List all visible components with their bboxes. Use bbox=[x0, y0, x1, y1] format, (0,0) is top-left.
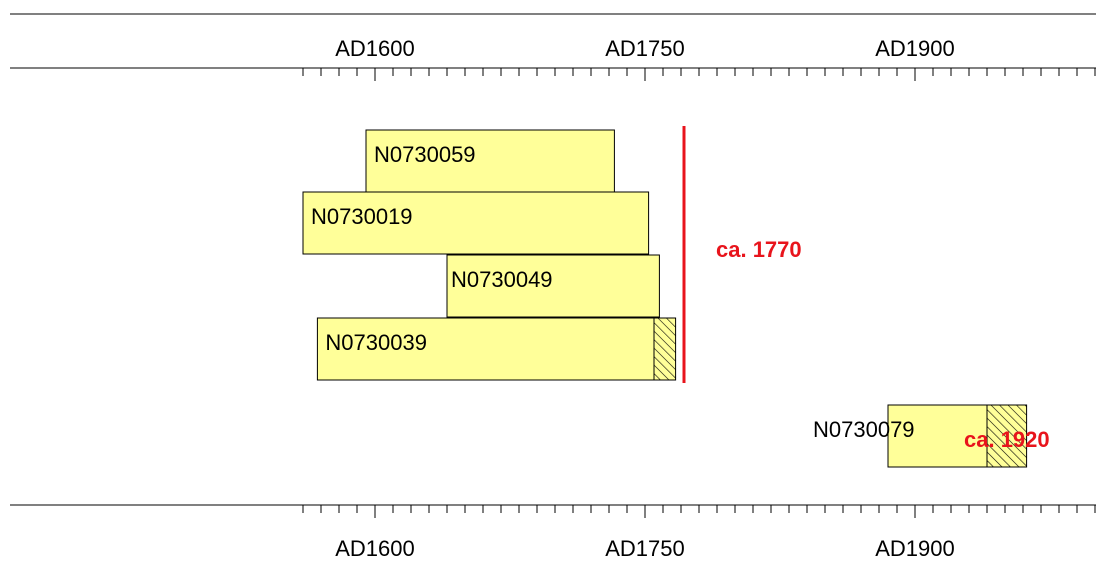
sapwood-bar bbox=[986, 404, 1028, 468]
heartwood-bar bbox=[887, 404, 988, 468]
bottom-tick-label-1750: AD1750 bbox=[605, 536, 685, 561]
sample-bar-N0730039: N0730039 bbox=[316, 317, 677, 381]
bottom-axis: AD1600 AD1750 AD1900 bbox=[10, 504, 1096, 561]
sample-label: N0730059 bbox=[374, 142, 476, 167]
top-tick-label-1600: AD1600 bbox=[335, 36, 415, 61]
sample-bar-N0730079: N0730079 bbox=[813, 404, 1028, 468]
top-tick-label-1900: AD1900 bbox=[875, 36, 955, 61]
heartwood-bar bbox=[446, 254, 660, 318]
bottom-tick-label-1600: AD1600 bbox=[335, 536, 415, 561]
heartwood-bar bbox=[302, 191, 650, 255]
sample-label: N0730079 bbox=[813, 417, 915, 442]
sample-bar-N0730059: N0730059 bbox=[365, 129, 615, 193]
sample-label: N0730039 bbox=[325, 330, 427, 355]
felling-markers: ca. 1770 ca. 1920 bbox=[682, 126, 1050, 452]
felling-label-1770: ca. 1770 bbox=[716, 237, 802, 262]
top-tick-label-1750: AD1750 bbox=[605, 36, 685, 61]
sapwood-bar bbox=[653, 317, 677, 381]
top-axis: AD1600 AD1750 AD1900 bbox=[10, 36, 1096, 81]
sample-label: N0730049 bbox=[451, 267, 553, 292]
bottom-tick-label-1900: AD1900 bbox=[875, 536, 955, 561]
felling-label-1920: ca. 1920 bbox=[964, 427, 1050, 452]
sample-bars: N0730059 N0730019 N0730049 N0730039 N0730079 bbox=[302, 129, 1028, 468]
heartwood-bar bbox=[365, 129, 615, 193]
sample-label: N0730019 bbox=[311, 204, 413, 229]
sample-bar-N0730049: N0730049 bbox=[446, 254, 660, 318]
sample-bar-N0730019: N0730019 bbox=[302, 191, 650, 255]
